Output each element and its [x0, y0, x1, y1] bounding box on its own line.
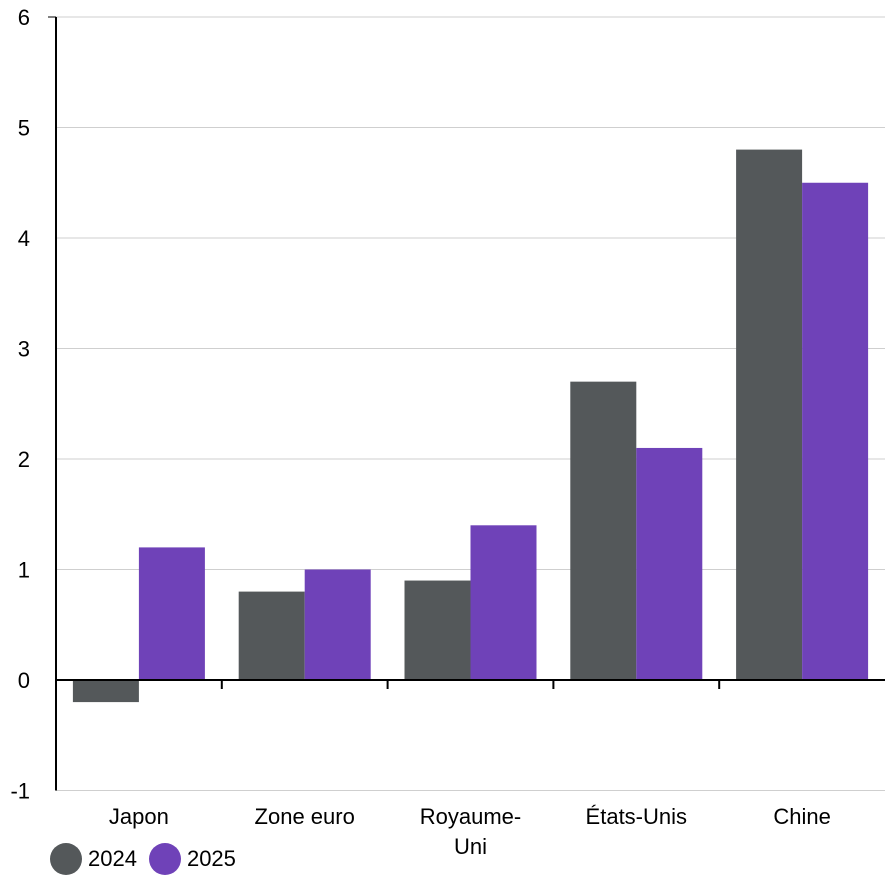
legend-label-2024: 2024	[88, 846, 137, 871]
y-tick-label: 4	[18, 226, 30, 251]
bar-2025-4	[802, 182, 869, 680]
bar-2024-3	[570, 381, 637, 680]
x-category-label: États-Unis	[586, 804, 687, 829]
bar-2025-0	[138, 547, 205, 680]
x-category-label: Zone euro	[255, 804, 355, 829]
y-tick-label: 5	[18, 116, 30, 141]
bar-2025-2	[470, 525, 537, 680]
x-category-labels: Japon Zone euro Royaume-Uni États-Unis Chine	[109, 804, 831, 859]
legend-item-2024: 2024	[50, 843, 137, 875]
y-tick-label: 6	[18, 5, 30, 30]
legend-swatch-2024	[50, 843, 82, 875]
bar-2025-1	[304, 569, 371, 680]
bars	[72, 149, 869, 703]
x-category-label: Chine	[773, 804, 830, 829]
bar-2024-0	[72, 680, 139, 703]
bar-2025-3	[636, 447, 703, 680]
legend-item-2025: 2025	[148, 843, 236, 875]
y-tick-labels: -1 0 1 2 3 4 5 6	[10, 5, 30, 804]
y-tick-label: -1	[10, 779, 30, 804]
legend-swatch-2025	[148, 843, 181, 875]
bar-2024-1	[238, 591, 305, 680]
y-tick-label: 0	[18, 668, 30, 693]
y-tick-label: 3	[18, 337, 30, 362]
y-tick-label: 2	[18, 447, 30, 472]
y-tick-label: 1	[18, 558, 30, 583]
legend-label-2025: 2025	[186, 846, 236, 871]
bar-2024-4	[736, 149, 803, 681]
axes	[48, 16, 885, 791]
x-category-label: Royaume-Uni	[420, 804, 521, 859]
legend: 2024 2025	[50, 843, 248, 875]
bar-2024-2	[404, 580, 471, 680]
x-category-label: Japon	[109, 804, 169, 829]
